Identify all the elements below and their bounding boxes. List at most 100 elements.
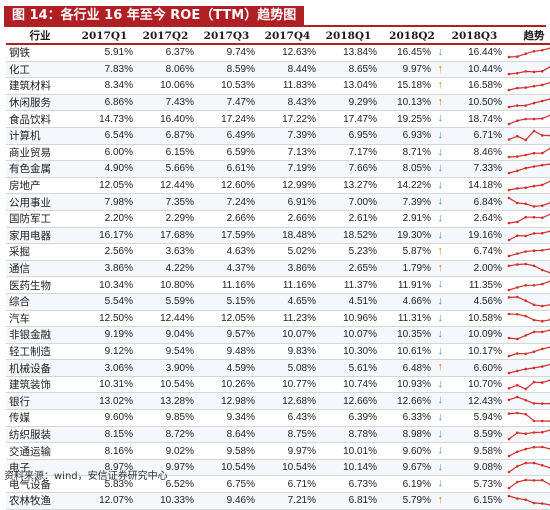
roe-cell-2017q3: 8.59% bbox=[196, 61, 257, 79]
roe-cell-2017q3: 7.47% bbox=[196, 94, 257, 112]
trend-point bbox=[516, 155, 519, 158]
roe-cell-2017q2: 6.37% bbox=[135, 44, 196, 62]
trend-point bbox=[532, 401, 536, 405]
roe-cell-2017q1: 7.83% bbox=[74, 61, 135, 79]
roe-cell-2018q2: 10.61% ↓ bbox=[379, 343, 445, 361]
trend-point bbox=[507, 412, 511, 416]
roe-cell-2017q1: 4.90% bbox=[74, 160, 135, 178]
roe-cell-2018q1: 6.81% bbox=[318, 492, 379, 510]
roe-cell-2018q3: 6.71% bbox=[445, 127, 504, 145]
roe-cell-2017q2: 6.87% bbox=[135, 127, 196, 145]
roe-cell-2017q4: 7.21% bbox=[257, 492, 318, 510]
roe-cell-2018q2: 8.98% ↓ bbox=[379, 426, 445, 444]
table-row: 非银金融 9.19% 9.04% 9.57% 10.07% 10.07% 10.35% ↓ 10… bbox=[6, 326, 550, 344]
trend-sparkline bbox=[507, 248, 550, 258]
roe-cell-2018q1: 10.14% bbox=[318, 459, 379, 477]
roe-cell-2018q1: 7.17% bbox=[318, 144, 379, 162]
table-row: 家用电器 16.17% 17.68% 17.59% 18.48% 18.52% 19.30%… bbox=[6, 227, 550, 245]
roe-value: 15.18% bbox=[397, 80, 431, 92]
trend-point bbox=[532, 350, 536, 353]
trend-point bbox=[524, 167, 527, 170]
table-row: 钢铁 5.91% 6.37% 9.74% 12.63% 13.84% 16.45% ↓ 16.4… bbox=[6, 44, 550, 62]
figure-title-text: 图 14：各行业 16 年至今 ROE（TTM）趋势图 bbox=[4, 6, 305, 25]
trend-cell bbox=[504, 293, 550, 311]
trend-point bbox=[541, 304, 544, 308]
trend-cell bbox=[504, 227, 550, 245]
trend-point bbox=[524, 447, 527, 450]
roe-cell-2017q4: 4.65% bbox=[257, 293, 318, 311]
table-row: 有色金属 4.90% 5.66% 6.61% 7.19% 7.66% 8.05% ↓ 7.33% bbox=[6, 160, 550, 178]
trend-point bbox=[507, 470, 511, 474]
industry-name: 食品饮料 bbox=[6, 110, 74, 128]
roe-cell-2017q4: 8.44% bbox=[257, 61, 318, 79]
roe-cell-2018q1: 10.07% bbox=[318, 326, 379, 344]
trend-cell bbox=[504, 144, 550, 162]
roe-cell-2018q2: 10.93% ↓ bbox=[379, 376, 445, 394]
trend-point bbox=[532, 101, 536, 105]
trend-sparkline bbox=[507, 97, 550, 109]
roe-cell-2017q1: 10.34% bbox=[74, 276, 135, 294]
header-2018q2: 2018Q2 bbox=[379, 28, 445, 45]
trend-point bbox=[507, 264, 511, 268]
header-industry: 行业 bbox=[6, 28, 74, 45]
roe-cell-2018q2: 1.79% ↑ bbox=[379, 260, 445, 278]
roe-cell-2017q1: 2.20% bbox=[74, 210, 135, 228]
industry-name: 计算机 bbox=[6, 127, 74, 145]
roe-cell-2017q3: 9.58% bbox=[196, 442, 257, 460]
trend-sparkline bbox=[507, 196, 550, 208]
trend-point bbox=[524, 367, 527, 370]
trend-point bbox=[541, 330, 544, 334]
trend-point bbox=[507, 312, 511, 316]
trend-point bbox=[541, 347, 544, 351]
trend-point bbox=[541, 402, 544, 405]
trend-cell bbox=[504, 359, 550, 377]
down-arrow-icon: ↓ bbox=[437, 162, 444, 175]
trend-cell bbox=[504, 77, 550, 95]
roe-cell-2017q4: 11.16% bbox=[257, 276, 318, 294]
trend-point bbox=[541, 116, 544, 120]
roe-value: 19.30% bbox=[397, 229, 431, 241]
roe-cell-2017q1: 8.97% bbox=[74, 459, 135, 477]
trend-sparkline bbox=[507, 495, 550, 507]
roe-value: 11.91% bbox=[397, 279, 431, 291]
trend-point bbox=[524, 262, 527, 266]
roe-value: 5.87% bbox=[402, 246, 431, 258]
roe-cell-2018q1: 17.47% bbox=[318, 110, 379, 128]
trend-point bbox=[516, 104, 519, 107]
trend-point bbox=[516, 87, 519, 90]
trend-point bbox=[524, 138, 527, 142]
trend-line bbox=[508, 230, 550, 241]
roe-value: 8.05% bbox=[402, 163, 431, 175]
trend-line bbox=[508, 495, 550, 506]
trend-point bbox=[507, 454, 511, 457]
industry-name: 农林牧渔 bbox=[6, 492, 74, 510]
table-row: 国防军工 2.20% 2.29% 2.66% 2.66% 2.61% 2.91% ↓ 2.64% bbox=[6, 210, 550, 228]
trend-cell bbox=[504, 94, 550, 112]
trend-line bbox=[508, 263, 550, 274]
down-arrow-icon: ↓ bbox=[437, 128, 444, 141]
table-row: 采掘 2.56% 3.63% 4.63% 5.02% 5.23% 5.87% ↑ 6.74% bbox=[6, 243, 550, 261]
trend-sparkline bbox=[507, 262, 550, 275]
trend-cell bbox=[504, 409, 550, 427]
trend-sparkline bbox=[507, 279, 550, 291]
roe-cell-2017q3: 10.53% bbox=[196, 77, 257, 95]
trend-point bbox=[507, 288, 511, 291]
roe-cell-2017q4: 9.97% bbox=[257, 442, 318, 460]
down-arrow-icon: ↓ bbox=[437, 211, 444, 224]
trend-cell bbox=[504, 193, 550, 211]
trend-point bbox=[541, 430, 544, 434]
roe-value: 19.25% bbox=[397, 113, 431, 125]
trend-cell bbox=[504, 210, 550, 228]
roe-cell-2017q4: 3.86% bbox=[257, 260, 318, 278]
up-arrow-icon: ↑ bbox=[437, 494, 444, 507]
down-arrow-icon: ↓ bbox=[437, 477, 444, 490]
roe-cell-2017q3: 2.66% bbox=[196, 210, 257, 228]
roe-cell-2018q3: 9.58% bbox=[445, 442, 504, 460]
roe-value: 12.66% bbox=[397, 395, 431, 407]
roe-cell-2017q2: 13.28% bbox=[135, 392, 196, 411]
trend-line bbox=[508, 82, 550, 92]
table-row: 传媒 9.60% 9.85% 9.34% 6.43% 6.39% 6.33% ↓ 5.94% bbox=[6, 409, 550, 427]
trend-sparkline bbox=[507, 445, 550, 457]
roe-cell-2017q4: 6.43% bbox=[257, 409, 318, 427]
roe-cell-2017q1: 13.02% bbox=[74, 392, 135, 411]
